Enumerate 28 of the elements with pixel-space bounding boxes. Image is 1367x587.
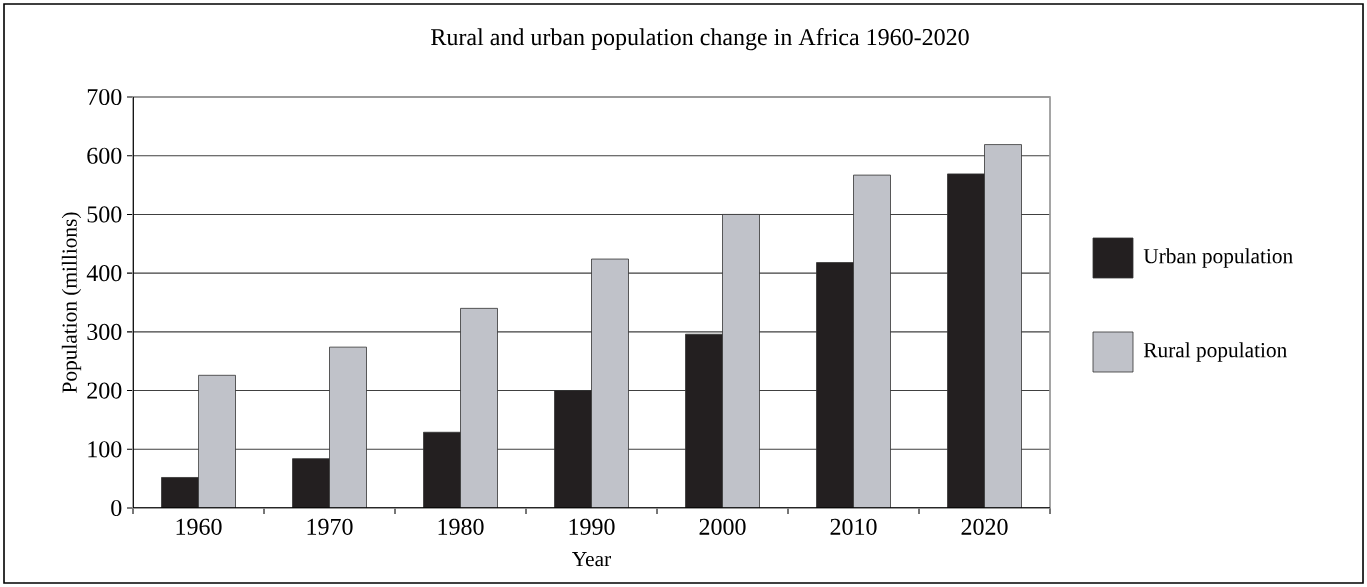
bar [198,374,236,508]
chart-title: Rural and urban population change in Africa 1960-2020 [431,28,969,51]
legend-label: Urban population [1143,248,1293,268]
legend-label: Rural population [1143,342,1287,362]
y-tick-label: 200 [87,382,122,399]
bar [722,214,760,508]
x-tick-label: 1960 [176,518,222,535]
bar [984,144,1022,508]
x-tick-label: 1970 [307,518,353,535]
y-tick-label: 700 [87,88,122,106]
y-tick-label: 500 [87,206,122,223]
bar [853,174,891,508]
bar [329,346,367,508]
x-tick-label: 1980 [438,518,484,535]
y-tick-label: 600 [87,147,122,164]
bar [460,307,498,508]
x-axis-title: Year [572,552,611,567]
x-tick-label: 2020 [961,518,1008,535]
x-tick-label: 2010 [830,518,877,535]
y-tick-label: 100 [88,441,122,458]
y-tick-label: 0 [111,499,122,517]
bar [591,258,629,508]
x-tick-label: 1990 [569,518,615,535]
x-tick-label: 2000 [699,518,746,535]
y-tick-label: 400 [86,265,122,282]
y-axis-title: Population (millions) [61,212,82,393]
bar [161,477,199,508]
y-tick-label: 300 [87,323,122,340]
